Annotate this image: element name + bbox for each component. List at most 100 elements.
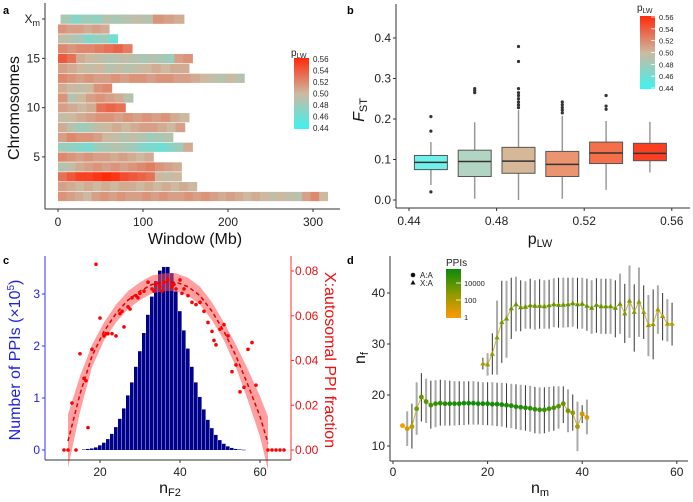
heatmap-cell — [170, 113, 181, 123]
heatmap-cell — [75, 34, 85, 44]
box-0.51 — [545, 100, 580, 199]
xa-point — [645, 322, 652, 328]
outlier-point — [516, 93, 521, 98]
panel-c-right-ticks: 0.00 0.02 0.04 0.06 0.08 — [291, 264, 319, 457]
xa-point — [570, 300, 576, 306]
fraction-point — [210, 329, 214, 334]
heatmap-row-chr-11 — [58, 93, 134, 103]
heatmap-cell — [142, 63, 153, 74]
y-tick-label: 3 — [33, 287, 40, 301]
bar — [94, 447, 98, 450]
outlier-point — [516, 103, 521, 107]
heatmap-cell — [94, 122, 104, 133]
x-tick-label: 20 — [93, 465, 107, 479]
fraction-point — [110, 331, 114, 336]
heatmap-cell — [139, 122, 150, 133]
heatmap-cell — [118, 182, 128, 192]
y-tick-label: 10 — [27, 101, 41, 115]
aa-point — [466, 400, 472, 406]
heatmap-cell — [66, 191, 76, 202]
y-tick-label: 15 — [27, 51, 41, 65]
heatmap-cell — [111, 73, 121, 83]
heatmap-cell — [94, 44, 105, 54]
heatmap-cell — [86, 93, 96, 103]
heatmap-cell — [67, 63, 78, 74]
heatmap-cell — [75, 83, 86, 93]
bar — [142, 333, 146, 450]
legend-label: 0.48 — [659, 60, 674, 69]
heatmap-cell — [58, 44, 68, 54]
heatmap-cell — [58, 122, 68, 133]
aa-point — [414, 406, 420, 412]
x-tick-label: 0.56 — [660, 214, 684, 228]
heatmap-cell — [157, 122, 168, 133]
y-tick-label: 20 — [372, 388, 386, 402]
heatmap-cell — [58, 93, 68, 103]
panel-a-y-title: Chromosomes — [6, 56, 23, 160]
aa-point — [461, 400, 467, 406]
aa-point — [475, 401, 481, 407]
boxplots — [413, 44, 667, 200]
heatmap-cell — [58, 132, 68, 143]
outlier-point — [429, 114, 433, 119]
heatmap-cell — [170, 63, 181, 74]
bar — [162, 266, 166, 450]
xa-point — [494, 334, 500, 340]
heatmap-cell — [66, 142, 77, 152]
ppi-bars — [82, 266, 246, 451]
heatmap-cell — [104, 63, 115, 74]
heatmap-cell — [119, 132, 130, 143]
fraction-point — [74, 448, 78, 452]
panel-a: a 0 100 200 300 Xm 15 10 5 Window (Mb) Chromos… — [3, 3, 340, 248]
heatmap-cell — [142, 113, 153, 123]
heatmap-cell — [95, 93, 106, 103]
heatmap-cell — [226, 73, 236, 83]
heatmap-row-chr-18 — [58, 24, 110, 34]
xa-point — [518, 304, 524, 310]
heatmap-row-chr-9 — [58, 113, 190, 123]
heatmap-cell — [319, 191, 329, 202]
x-tick-label: 0.44 — [397, 214, 421, 228]
fraction-point — [158, 284, 162, 289]
heatmap-cell — [76, 63, 87, 74]
aa-point — [494, 401, 500, 407]
fraction-point — [182, 287, 186, 291]
heatmap-cell — [170, 182, 180, 192]
heatmap-cell — [155, 73, 165, 83]
outlier-point — [516, 87, 521, 91]
heatmap-cell — [101, 14, 113, 24]
fraction-point — [270, 448, 274, 452]
fraction-point — [226, 334, 230, 338]
panel-c-x-title: nF2 — [159, 480, 181, 499]
legend-xa-label: X:A — [420, 279, 434, 288]
aa-point — [570, 410, 576, 416]
outlier-point — [473, 87, 477, 91]
xa-point — [532, 303, 538, 308]
heatmap-cell — [84, 162, 94, 172]
aa-point — [565, 408, 571, 414]
heatmap-cell — [75, 53, 86, 64]
panel-b-legend: pLW 0.56 0.54 0.52 0.50 0.48 0.46 0.44 — [637, 3, 674, 93]
heatmap-cell — [66, 172, 77, 182]
fraction-point — [178, 278, 182, 282]
bar — [214, 434, 218, 450]
aa-point — [400, 423, 405, 428]
xa-point — [626, 298, 633, 303]
heatmap-cell — [123, 93, 134, 103]
heatmap-cell — [93, 53, 104, 64]
heatmap-cell — [173, 14, 185, 24]
aa-point — [508, 403, 514, 409]
heatmap-cell — [243, 191, 253, 202]
ppis-colorbar — [446, 269, 461, 318]
heatmap-row-chr-12 — [58, 83, 113, 93]
heatmap-cell — [163, 172, 174, 182]
fraction-point — [222, 322, 226, 327]
heatmap-cell — [67, 113, 78, 123]
heatmap-cell — [142, 191, 152, 202]
fraction-point — [130, 296, 134, 300]
heatmap-cell — [163, 132, 174, 143]
heatmap-cell — [166, 122, 177, 133]
heatmap-cell — [148, 122, 159, 133]
heatmap-cell — [146, 172, 156, 182]
